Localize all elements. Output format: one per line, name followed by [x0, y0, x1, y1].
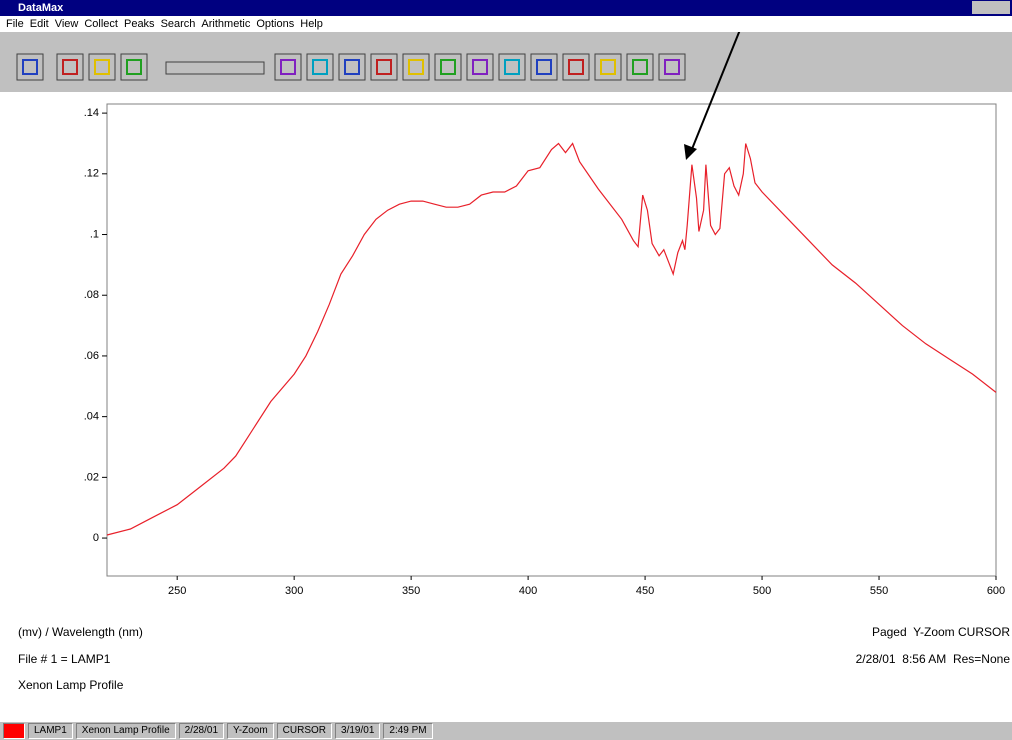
- toolbar-icon: [94, 59, 110, 75]
- status-item: Xenon Lamp Profile: [75, 723, 176, 739]
- toolbar-icon: [504, 59, 520, 75]
- toolbar-button[interactable]: [370, 53, 398, 81]
- status-item: 2:49 PM: [383, 723, 433, 739]
- menu-item[interactable]: Edit: [29, 18, 49, 30]
- menu-item[interactable]: File: [6, 18, 24, 30]
- toolbar-button[interactable]: [306, 53, 334, 81]
- toolbar-icon: [568, 59, 584, 75]
- stamp-label: 2/28/01 8:56 AM Res=None: [855, 652, 1010, 666]
- toolbar-icon: [408, 59, 424, 75]
- y-tick-label: .1: [90, 228, 99, 240]
- x-axis-label: (mv) / Wavelength (nm): [18, 625, 143, 639]
- toolbar-button[interactable]: [88, 53, 116, 81]
- menu-item[interactable]: View: [54, 18, 79, 30]
- y-tick-label: .02: [84, 471, 99, 483]
- toolbar-button[interactable]: [498, 53, 526, 81]
- menu-item[interactable]: Collect: [84, 18, 118, 30]
- y-tick-label: .14: [84, 107, 99, 119]
- menu-item[interactable]: Arithmetic: [201, 18, 251, 30]
- toolbar-icon: [440, 59, 456, 75]
- toolbar-button[interactable]: [56, 53, 84, 81]
- x-tick-label: 500: [753, 585, 771, 597]
- menu-bar: File Edit View Collect Peaks Search Arithmetic…: [0, 16, 1012, 32]
- window-controls[interactable]: [972, 1, 1010, 14]
- toolbar-icon: [536, 59, 552, 75]
- toolbar-icon: [664, 59, 680, 75]
- toolbar-icon: [376, 59, 392, 75]
- title-bar: DataMax: [0, 0, 1012, 16]
- chart-area: 0 .02 .04 .06 .08 .1 .12 .14 250 300 350 400 450 500 5…: [0, 32, 1012, 597]
- data-line: [106, 142, 997, 536]
- toolbar-icon: [344, 59, 360, 75]
- y-tick-label: .04: [84, 411, 99, 423]
- x-tick-label: 450: [636, 585, 654, 597]
- file-label: File # 1 = LAMP1: [18, 652, 111, 666]
- color-swatch: [3, 723, 25, 739]
- menu-item[interactable]: Peaks: [123, 18, 155, 30]
- x-tick-label: 350: [402, 585, 420, 597]
- y-tick-label: 0: [93, 532, 99, 544]
- status-item: 2/28/01: [178, 723, 225, 739]
- plot-frame: [106, 103, 997, 577]
- zoom-slider[interactable]: [165, 61, 265, 75]
- status-item: CURSOR: [276, 723, 333, 739]
- toolbar-button[interactable]: [338, 53, 366, 81]
- status-item: 3/19/01: [335, 723, 381, 739]
- toolbar-icon: [22, 59, 38, 75]
- toolbar-button[interactable]: [274, 53, 302, 81]
- x-tick-label: 300: [285, 585, 303, 597]
- toolbar-button[interactable]: [402, 53, 430, 81]
- arrow-head: [684, 144, 697, 160]
- toolbar-button[interactable]: [466, 53, 494, 81]
- toolbar-icon: [472, 59, 488, 75]
- status-item: Y-Zoom: [227, 723, 274, 739]
- toolbar-icon: [312, 59, 328, 75]
- toolbar-button[interactable]: [562, 53, 590, 81]
- x-tick-label: 600: [987, 585, 1005, 597]
- menu-item[interactable]: Help: [300, 18, 323, 30]
- y-tick-label: .06: [84, 350, 99, 362]
- x-tick-label: 250: [168, 585, 186, 597]
- toolbar-button[interactable]: [626, 53, 654, 81]
- menu-item[interactable]: Search: [160, 18, 196, 30]
- toolbar-icon: [632, 59, 648, 75]
- window-title: DataMax: [18, 2, 64, 14]
- annotation-arrow: [689, 32, 741, 155]
- toolbar-icon: [280, 59, 296, 75]
- toolbar-button[interactable]: [658, 53, 686, 81]
- menu-item[interactable]: Options: [256, 18, 295, 30]
- toolbar-button[interactable]: [434, 53, 462, 81]
- toolbar-button[interactable]: [120, 53, 148, 81]
- status-item: LAMP1: [28, 723, 73, 739]
- toolbar-icon: [600, 59, 616, 75]
- toolbar-icon: [62, 59, 78, 75]
- x-tick-label: 400: [519, 585, 537, 597]
- y-tick-label: .12: [84, 168, 99, 180]
- toolbar-icon: [126, 59, 142, 75]
- toolbar-button[interactable]: [16, 53, 44, 81]
- toolbar-button[interactable]: [530, 53, 558, 81]
- status-bar: LAMP1 Xenon Lamp Profile 2/28/01 Y-Zoom CURS…: [0, 722, 1012, 740]
- toolbar-button[interactable]: [594, 53, 622, 81]
- y-tick-label: .08: [84, 289, 99, 301]
- description: Xenon Lamp Profile: [18, 678, 124, 692]
- mode-label: Paged Y-Zoom CURSOR: [871, 625, 1010, 639]
- x-tick-label: 550: [870, 585, 888, 597]
